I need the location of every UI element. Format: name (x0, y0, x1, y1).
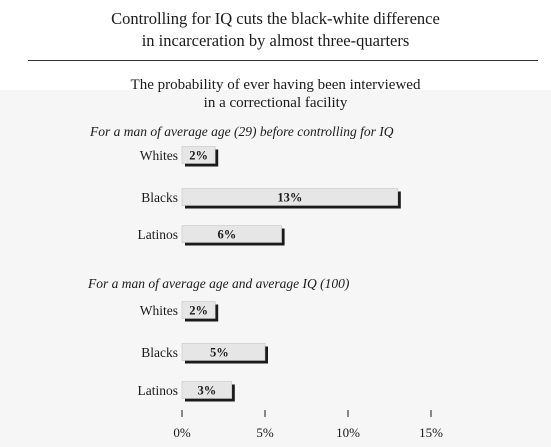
panel-1-title: For a man of average age (29) before con… (90, 124, 394, 139)
bar (181, 381, 233, 399)
chart-title: Controlling for IQ cuts the black-white … (0, 8, 551, 52)
x-tick-label: 10% (336, 425, 360, 440)
category-label: Latinos (138, 227, 179, 242)
x-tick-label: 0% (173, 425, 191, 440)
chart-subtitle-line-1: The probability of ever having been inte… (130, 77, 421, 93)
x-tick-label: 5% (256, 425, 274, 440)
x-tick-label: 15% (419, 425, 443, 440)
bar-value-label: 6% (217, 228, 236, 242)
chart-title-line-2: in incarceration by almost three-quarter… (141, 31, 410, 50)
bar-value-label: 2% (189, 304, 208, 318)
bar (181, 343, 266, 361)
bar-value-label: 5% (210, 346, 229, 360)
panel-2-title: For a man of average age and average IQ … (88, 276, 350, 291)
chart-subtitle-line-2: in a correctional facility (203, 95, 348, 111)
category-label: Blacks (141, 190, 178, 205)
bar (181, 188, 399, 206)
chart-title-line-1: Controlling for IQ cuts the black-white … (111, 9, 440, 28)
bar (181, 225, 282, 243)
bar-value-label: 2% (189, 149, 208, 163)
category-label: Whites (140, 303, 178, 318)
category-label: Whites (140, 148, 178, 163)
bar (181, 146, 216, 164)
category-label: Latinos (138, 383, 179, 398)
chart-subtitle: The probability of ever having been inte… (0, 76, 551, 112)
bar-value-label: 13% (277, 191, 302, 205)
bar-value-label: 3% (198, 384, 217, 398)
bar (181, 301, 216, 319)
chart-background (0, 90, 551, 447)
title-divider (28, 60, 538, 61)
category-label: Blacks (141, 345, 178, 360)
